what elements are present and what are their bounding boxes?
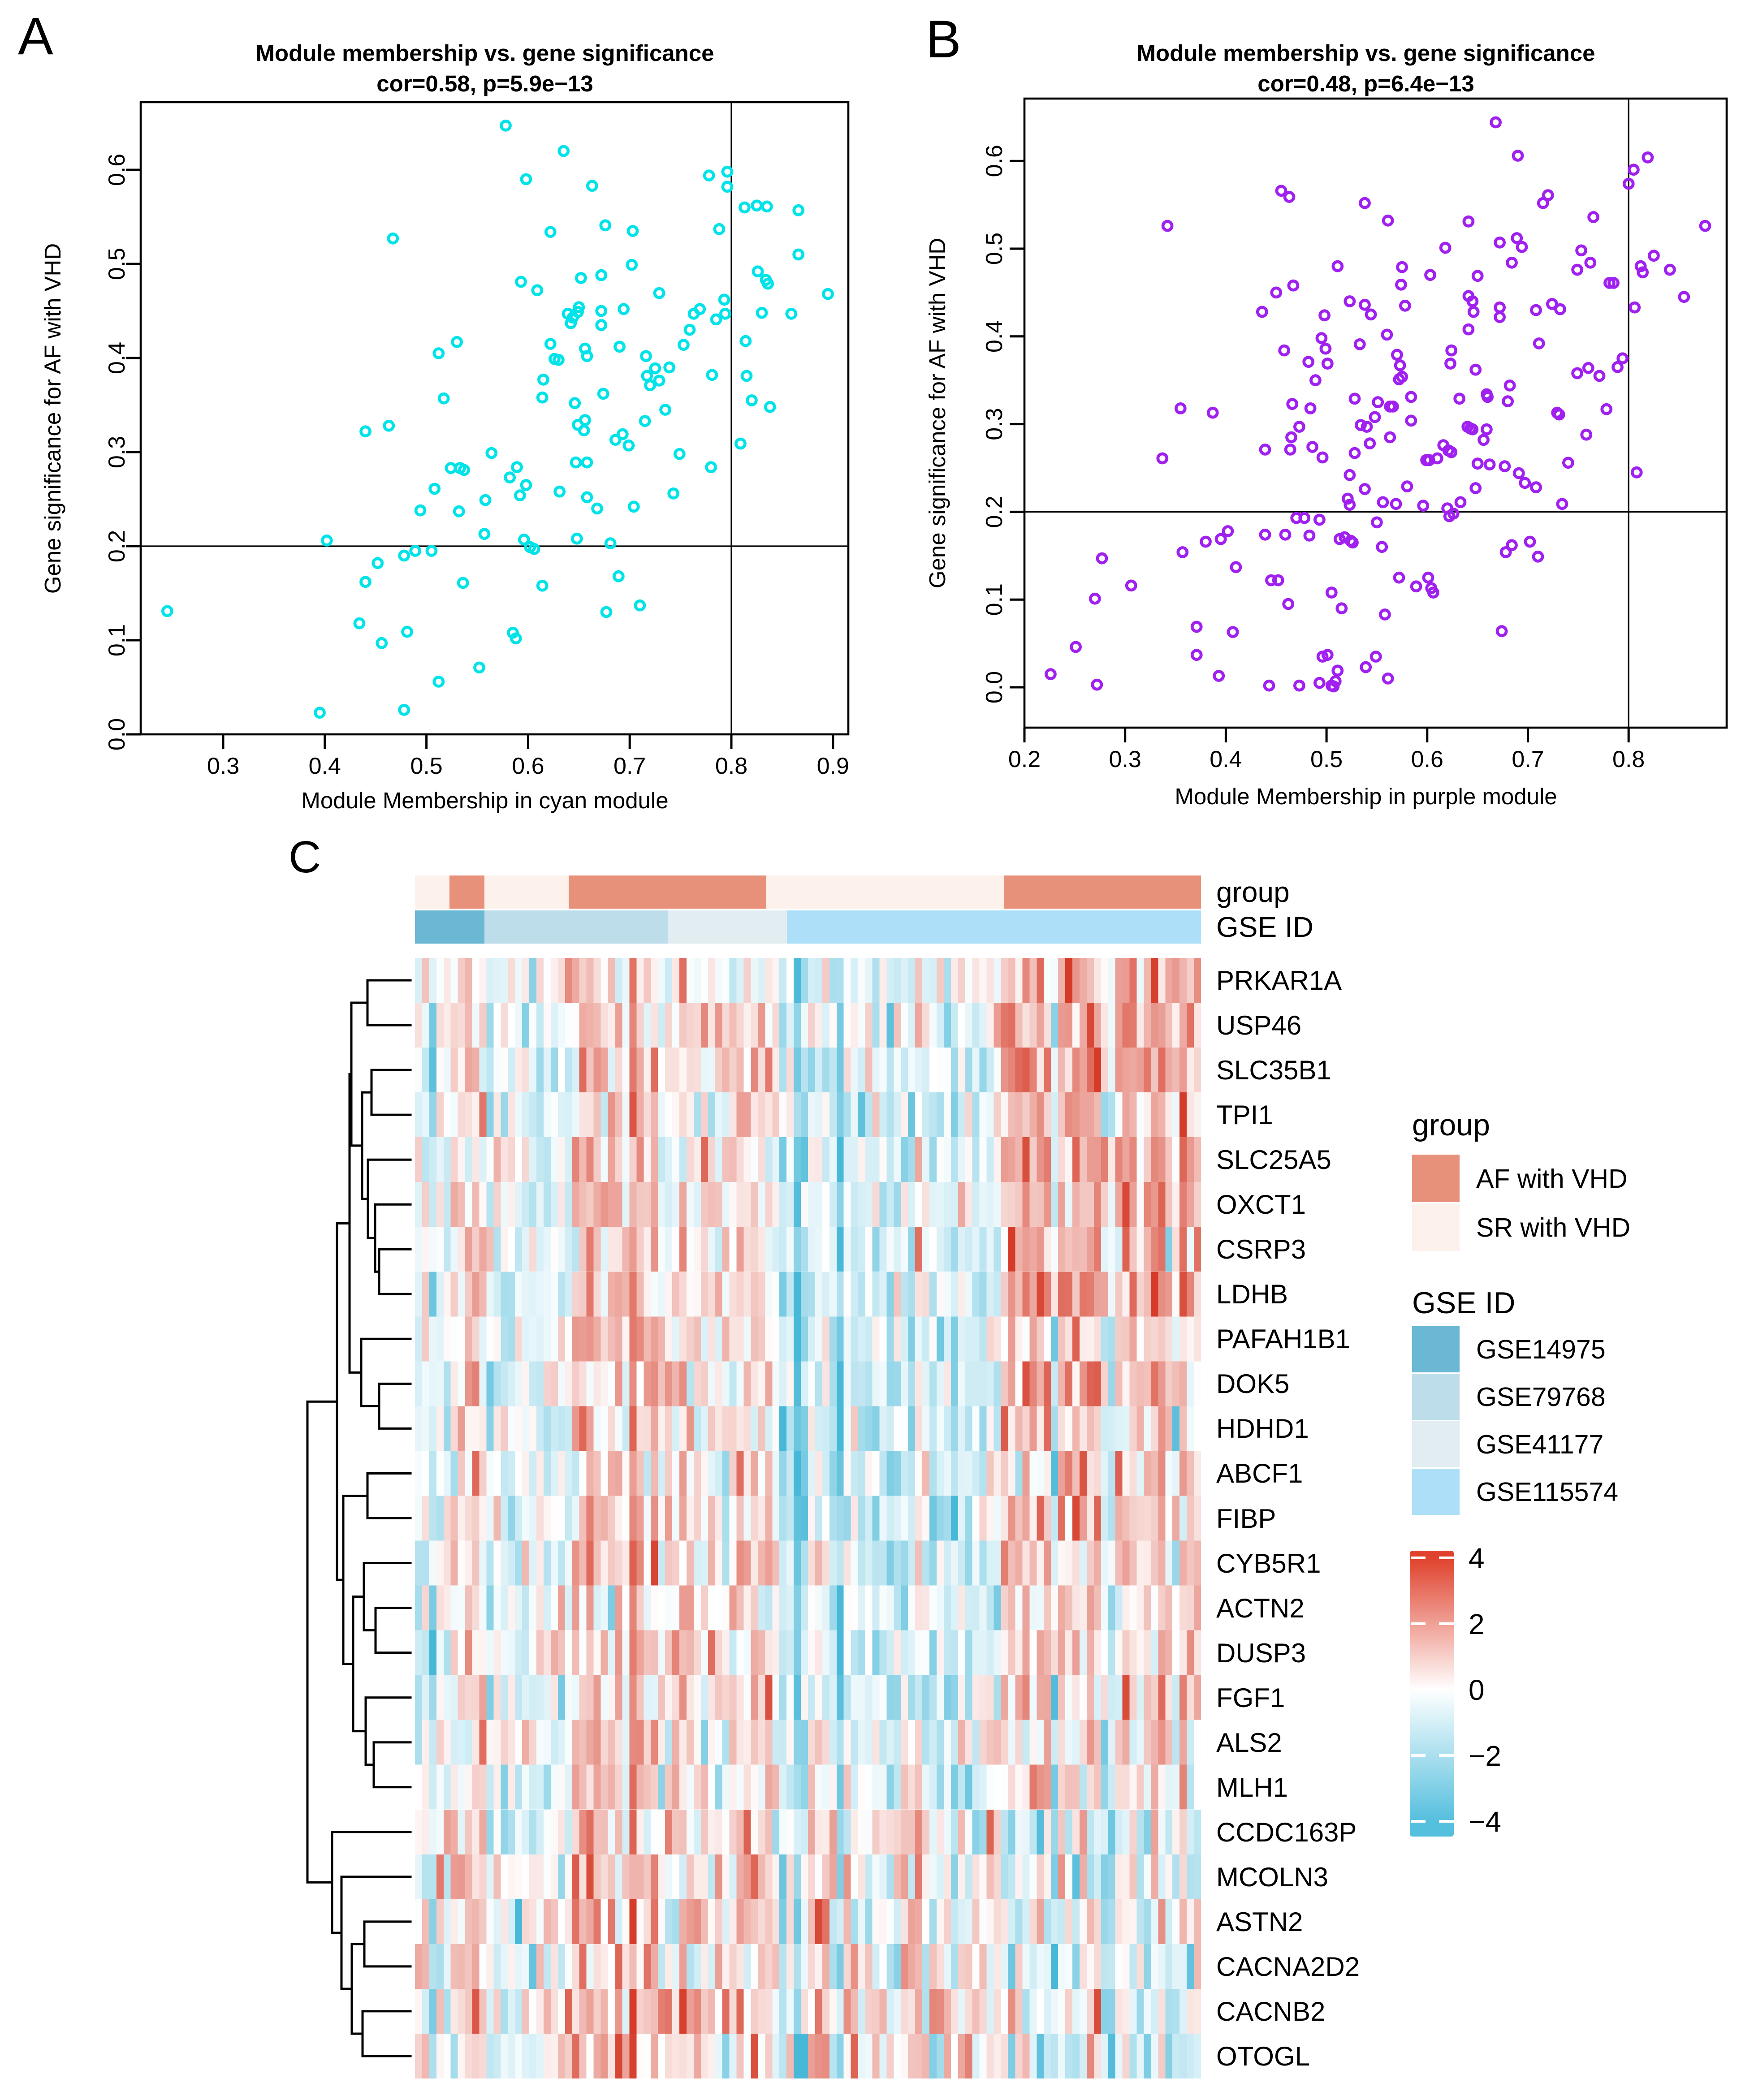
svg-text:GSE115574: GSE115574 <box>1476 1477 1618 1507</box>
svg-text:0.5: 0.5 <box>104 248 130 280</box>
svg-text:Module membership vs. gene sig: Module membership vs. gene significance <box>255 40 714 66</box>
svg-text:0.8: 0.8 <box>715 753 747 779</box>
svg-text:C: C <box>289 832 321 882</box>
svg-text:0.7: 0.7 <box>1512 746 1544 772</box>
svg-text:0.3: 0.3 <box>981 408 1007 440</box>
svg-text:CYB5R1: CYB5R1 <box>1216 1548 1321 1578</box>
svg-text:0.3: 0.3 <box>207 753 239 779</box>
svg-text:ASTN2: ASTN2 <box>1216 1907 1303 1937</box>
svg-text:MCOLN3: MCOLN3 <box>1216 1862 1328 1892</box>
svg-text:FGF1: FGF1 <box>1216 1683 1285 1713</box>
svg-text:CACNB2: CACNB2 <box>1216 1997 1325 2027</box>
svg-text:0.3: 0.3 <box>1109 746 1141 772</box>
svg-text:0.0: 0.0 <box>104 718 130 750</box>
svg-text:group: group <box>1216 876 1290 908</box>
svg-text:LDHB: LDHB <box>1216 1279 1288 1309</box>
svg-text:0.6: 0.6 <box>512 753 544 779</box>
svg-text:PRKAR1A: PRKAR1A <box>1216 966 1342 996</box>
svg-text:A: A <box>18 7 53 66</box>
svg-text:GSE41177: GSE41177 <box>1476 1430 1603 1459</box>
svg-text:group: group <box>1412 1108 1490 1142</box>
svg-text:GSE ID: GSE ID <box>1216 911 1313 943</box>
svg-text:Module Membership in cyan modu: Module Membership in cyan module <box>301 788 668 813</box>
svg-text:0.5: 0.5 <box>1310 746 1343 772</box>
svg-text:OXCT1: OXCT1 <box>1216 1190 1306 1220</box>
svg-text:TPI1: TPI1 <box>1216 1100 1273 1130</box>
svg-text:0.5: 0.5 <box>981 233 1007 265</box>
svg-text:0.4: 0.4 <box>981 320 1007 353</box>
svg-text:GSE79768: GSE79768 <box>1476 1382 1606 1412</box>
svg-text:ALS2: ALS2 <box>1216 1728 1282 1758</box>
svg-text:ACTN2: ACTN2 <box>1216 1593 1305 1623</box>
svg-text:0.8: 0.8 <box>1612 746 1645 772</box>
svg-text:Gene significance for AF with: Gene significance for AF with VHD <box>40 243 65 594</box>
svg-text:MLH1: MLH1 <box>1216 1772 1288 1802</box>
svg-text:0.6: 0.6 <box>1411 746 1443 772</box>
svg-text:FIBP: FIBP <box>1216 1504 1276 1534</box>
svg-text:ABCF1: ABCF1 <box>1216 1458 1303 1488</box>
svg-text:0.1: 0.1 <box>981 583 1007 616</box>
svg-text:USP46: USP46 <box>1216 1010 1301 1040</box>
svg-text:0: 0 <box>1469 1674 1485 1706</box>
svg-text:Module membership vs. gene sig: Module membership vs. gene significance <box>1136 40 1595 66</box>
svg-text:B: B <box>926 10 961 69</box>
svg-text:4: 4 <box>1469 1542 1485 1574</box>
svg-text:PAFAH1B1: PAFAH1B1 <box>1216 1324 1350 1354</box>
svg-text:cor=0.58, p=5.9e−13: cor=0.58, p=5.9e−13 <box>376 71 593 96</box>
svg-text:−4: −4 <box>1469 1806 1501 1838</box>
svg-text:0.4: 0.4 <box>1210 746 1242 772</box>
svg-text:0.2: 0.2 <box>104 530 130 562</box>
svg-text:0.3: 0.3 <box>104 436 130 468</box>
svg-text:0.4: 0.4 <box>309 753 341 779</box>
svg-text:AF with VHD: AF with VHD <box>1476 1164 1628 1194</box>
svg-text:SLC25A5: SLC25A5 <box>1216 1145 1331 1175</box>
svg-text:HDHD1: HDHD1 <box>1216 1414 1309 1444</box>
svg-text:0.6: 0.6 <box>104 154 130 186</box>
svg-text:0.4: 0.4 <box>104 342 130 374</box>
svg-text:0.2: 0.2 <box>981 496 1007 528</box>
svg-text:0.6: 0.6 <box>981 145 1007 177</box>
svg-text:−2: −2 <box>1469 1740 1501 1772</box>
svg-text:0.7: 0.7 <box>613 753 646 779</box>
svg-text:SR with VHD: SR with VHD <box>1476 1213 1630 1242</box>
svg-text:CCDC163P: CCDC163P <box>1216 1817 1357 1847</box>
svg-text:0.5: 0.5 <box>410 753 442 779</box>
svg-text:0.1: 0.1 <box>104 624 130 656</box>
svg-text:Module Membership in purple mo: Module Membership in purple module <box>1175 784 1557 809</box>
svg-text:CSRP3: CSRP3 <box>1216 1234 1306 1264</box>
svg-text:Gene significance for AF with: Gene significance for AF with VHD <box>925 238 950 588</box>
svg-text:0.0: 0.0 <box>981 671 1007 703</box>
svg-text:SLC35B1: SLC35B1 <box>1216 1055 1331 1085</box>
svg-text:OTOGL: OTOGL <box>1216 2041 1310 2071</box>
svg-text:CACNA2D2: CACNA2D2 <box>1216 1952 1360 1982</box>
svg-text:0.9: 0.9 <box>817 753 849 779</box>
svg-text:cor=0.48, p=6.4e−13: cor=0.48, p=6.4e−13 <box>1257 71 1474 96</box>
svg-text:DUSP3: DUSP3 <box>1216 1638 1306 1668</box>
svg-text:DOK5: DOK5 <box>1216 1369 1289 1399</box>
svg-text:GSE14975: GSE14975 <box>1476 1335 1606 1364</box>
svg-text:2: 2 <box>1469 1608 1485 1640</box>
svg-text:GSE ID: GSE ID <box>1412 1286 1516 1320</box>
svg-text:0.2: 0.2 <box>1008 746 1041 772</box>
